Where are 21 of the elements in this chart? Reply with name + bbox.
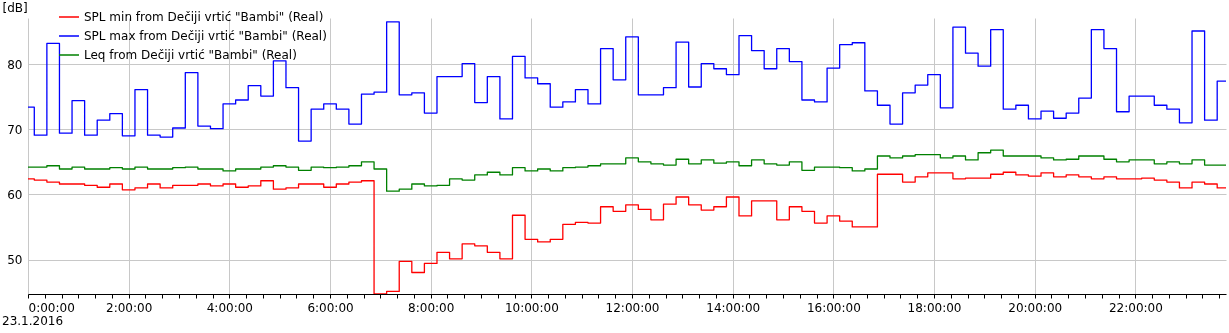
x-tick-label: 2:00:00 — [106, 300, 153, 315]
text: 23.1.2016 — [2, 314, 64, 328]
x-tick-label: 20:00:00 — [1008, 300, 1063, 315]
y-tick-label: 80 — [7, 57, 23, 72]
y-tick-label: 50 — [7, 253, 23, 267]
legend-label: Leq from Dečiji vrtić "Bambi" (Real) — [84, 48, 297, 62]
x-tick-label: 12:00:00 — [605, 300, 660, 315]
x-tick-label: 6:00:00 — [307, 300, 354, 315]
y-tick-label: 70 — [7, 122, 23, 137]
x-tick-label: 18:00:00 — [907, 300, 962, 315]
x-tick-label: 16:00:00 — [806, 300, 861, 315]
legend-label: SPL max from Dečiji vrtić "Bambi" (Real) — [84, 29, 327, 43]
x-tick-label: 10:00:00 — [504, 300, 559, 315]
x-tick-label: 4:00:00 — [206, 300, 253, 315]
y-tick-label: 60 — [7, 187, 23, 202]
y-axis-title: [dB] — [2, 0, 28, 15]
x-tick-label: 0:00:00 — [28, 300, 75, 315]
x-tick-label: 22:00:00 — [1108, 300, 1163, 315]
legend-label: SPL min from Dečiji vrtić "Bambi" (Real) — [84, 10, 324, 24]
x-tick-label: 8:00:00 — [408, 300, 455, 315]
x-tick-label: 14:00:00 — [706, 300, 761, 315]
